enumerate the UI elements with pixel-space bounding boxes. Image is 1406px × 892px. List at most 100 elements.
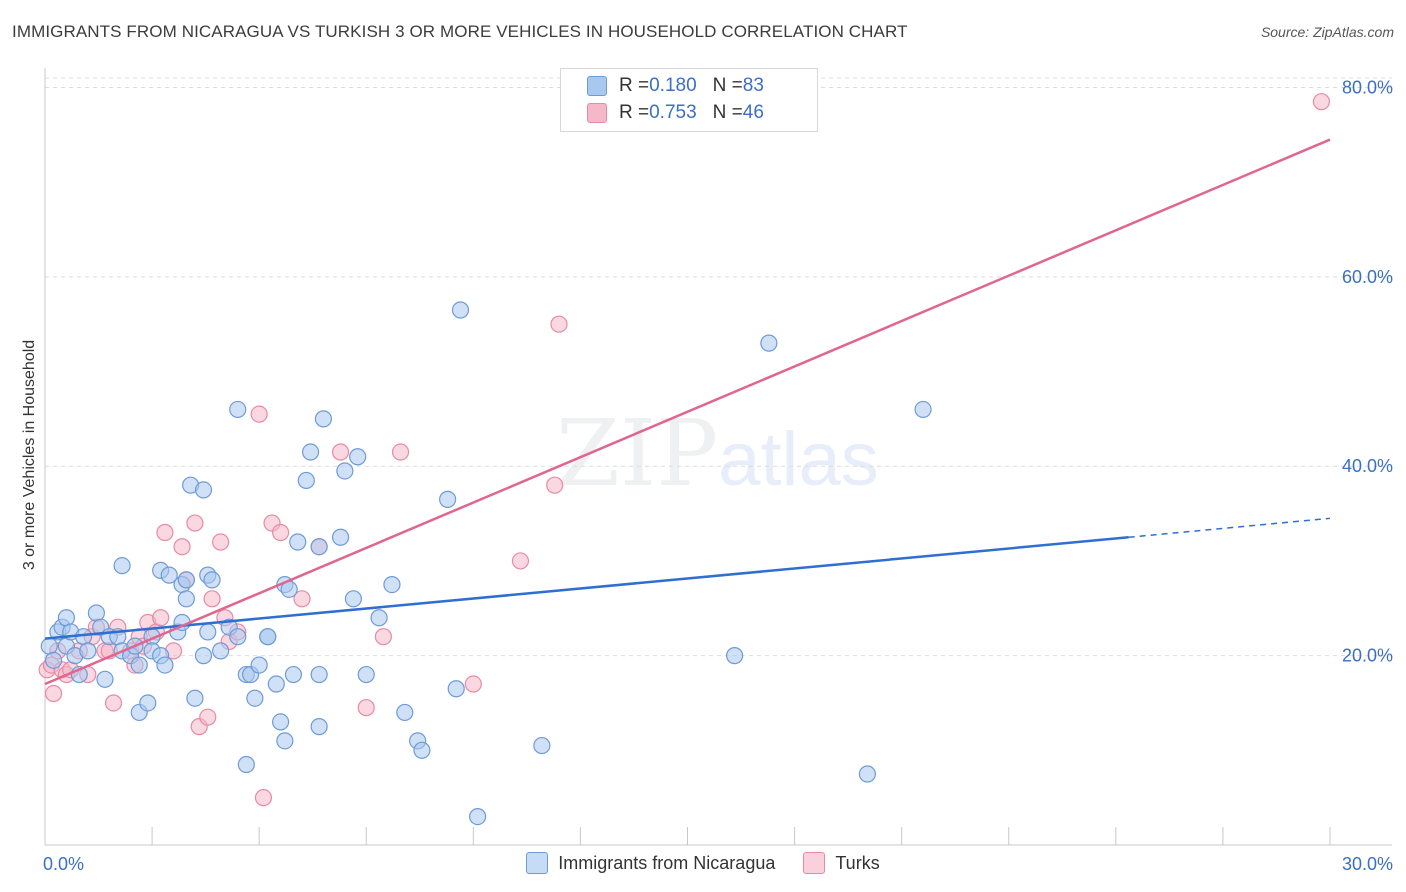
nicaragua-point <box>858 765 877 783</box>
nicaragua-point <box>469 807 487 826</box>
nicaragua-point <box>310 718 328 736</box>
nicaragua-point <box>413 741 431 759</box>
nicaragua-point <box>370 609 388 627</box>
legend-label-turks: Turks <box>835 852 880 873</box>
legend-swatch-nicaragua <box>587 76 607 96</box>
nicaragua-point <box>44 651 63 669</box>
legend-swatch-turks <box>803 852 826 874</box>
chart-title: IMMIGRANTS FROM NICARAGUA VS TURKISH 3 O… <box>12 22 908 41</box>
legend-swatch-turks <box>587 103 607 123</box>
nicaragua-trend-line <box>44 536 1129 640</box>
nicaragua-point <box>357 665 375 684</box>
watermark-main: ZIP <box>556 400 719 507</box>
nicaragua-point <box>267 675 285 693</box>
turks-point <box>203 590 221 608</box>
nicaragua-point <box>250 656 268 674</box>
nicaragua-point <box>40 637 58 655</box>
nicaragua-point <box>87 604 106 622</box>
turks-point <box>156 523 174 542</box>
nicaragua-point <box>229 400 247 419</box>
turks-point <box>374 628 392 646</box>
legend-row-nicaragua: R = 0.180 N = 83 <box>587 73 764 99</box>
nicaragua-point <box>310 538 328 556</box>
nicaragua-point <box>396 703 414 722</box>
nicaragua-point <box>349 448 367 466</box>
nicaragua-point <box>113 557 131 575</box>
x-tick-label: 30.0% <box>1342 854 1393 874</box>
y-tick-label: 40.0% <box>1342 456 1393 476</box>
y-tick-label: 20.0% <box>1342 646 1393 666</box>
turks-point <box>44 684 63 703</box>
legend-n-label: N = <box>712 102 743 123</box>
y-tick-label: 80.0% <box>1342 77 1393 97</box>
nicaragua-point <box>289 533 307 551</box>
legend-r-label: R = <box>619 75 650 96</box>
turks-point <box>186 514 204 532</box>
watermark-sub: atlas <box>718 417 879 502</box>
nicaragua-point <box>383 575 401 594</box>
nicaragua-trend-extension <box>1128 517 1331 538</box>
nicaragua-point <box>344 590 362 608</box>
legend-n-label: N = <box>712 75 743 96</box>
legend-r-value: 0.180 <box>649 75 697 96</box>
legend-r-value: 0.753 <box>649 102 697 123</box>
nicaragua-point <box>760 334 778 352</box>
turks-point <box>550 315 568 333</box>
turks-point <box>250 405 268 423</box>
turks-point <box>254 789 273 807</box>
nicaragua-point <box>439 490 457 508</box>
turks-trend-line <box>44 138 1331 686</box>
nicaragua-point <box>331 528 350 546</box>
nicaragua-point <box>160 566 178 584</box>
legend-swatch-nicaragua <box>526 852 549 874</box>
nicaragua-point <box>276 732 294 750</box>
turks-point <box>357 699 375 717</box>
legend-n-value: 46 <box>742 102 764 123</box>
turks-point <box>511 552 530 570</box>
turks-point <box>104 694 123 712</box>
nicaragua-point <box>186 689 204 707</box>
nicaragua-point <box>203 571 221 589</box>
y-tick-label: 60.0% <box>1342 267 1393 287</box>
turks-point <box>293 590 311 608</box>
nicaragua-point <box>533 736 551 755</box>
source-label: Source: ZipAtlas.com <box>1260 24 1394 40</box>
legend-row-turks: R = 0.753 N = 46 <box>587 100 764 126</box>
nicaragua-point <box>229 628 247 646</box>
nicaragua-point <box>194 647 213 665</box>
turks-point <box>173 538 191 556</box>
nicaragua-point <box>96 670 114 688</box>
turks-point <box>464 675 482 693</box>
nicaragua-point <box>246 689 264 707</box>
nicaragua-point <box>336 462 354 480</box>
legend-r-label: R = <box>619 102 650 123</box>
legend-n-value: 83 <box>742 75 764 96</box>
legend-item-nicaragua[interactable]: Immigrants from Nicaragua <box>526 852 775 874</box>
nicaragua-point <box>194 481 213 499</box>
legend-label-nicaragua: Immigrants from Nicaragua <box>558 852 776 873</box>
turks-point <box>1312 93 1331 111</box>
turks-point <box>331 443 350 461</box>
turks-point <box>546 476 564 494</box>
nicaragua-point <box>139 694 157 712</box>
nicaragua-point <box>177 590 195 608</box>
nicaragua-point <box>57 609 76 627</box>
nicaragua-point <box>447 680 465 698</box>
nicaragua-point <box>914 400 932 419</box>
nicaragua-point <box>199 623 217 641</box>
nicaragua-point <box>310 665 328 684</box>
nicaragua-point <box>284 665 303 684</box>
legend-item-turks[interactable]: Turks <box>803 852 880 874</box>
turks-point <box>152 609 170 627</box>
turks-point <box>391 443 410 461</box>
nicaragua-point <box>79 642 97 660</box>
nicaragua-point <box>271 713 290 731</box>
nicaragua-point <box>130 656 148 674</box>
nicaragua-point <box>451 301 470 319</box>
watermark: ZIPatlas <box>556 400 879 507</box>
nicaragua-point <box>156 656 174 674</box>
turks-point <box>199 708 217 726</box>
nicaragua-point <box>314 410 333 428</box>
series-legend: Immigrants from Nicaragua Turks <box>0 852 1406 874</box>
